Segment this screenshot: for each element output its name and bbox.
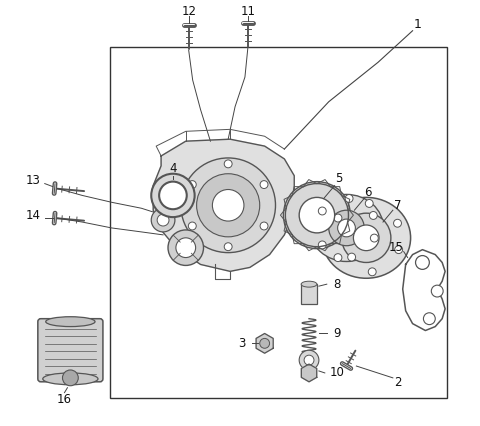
Circle shape	[371, 234, 378, 242]
Circle shape	[368, 268, 376, 276]
Text: 16: 16	[57, 393, 72, 406]
Circle shape	[318, 207, 326, 215]
Circle shape	[181, 158, 276, 253]
Circle shape	[168, 230, 204, 265]
Text: 13: 13	[25, 174, 40, 187]
Circle shape	[353, 225, 379, 250]
Text: 7: 7	[394, 199, 402, 212]
Circle shape	[432, 285, 443, 297]
Ellipse shape	[46, 317, 95, 327]
Circle shape	[345, 195, 353, 202]
Text: 1: 1	[414, 18, 421, 32]
Circle shape	[423, 313, 435, 325]
Text: 2: 2	[394, 376, 402, 389]
Circle shape	[260, 338, 270, 348]
Circle shape	[348, 253, 356, 261]
Circle shape	[394, 219, 401, 227]
Polygon shape	[256, 334, 273, 353]
Circle shape	[151, 174, 194, 217]
Circle shape	[151, 208, 175, 232]
Circle shape	[334, 214, 342, 222]
Circle shape	[416, 256, 429, 269]
Circle shape	[334, 253, 342, 262]
Text: 12: 12	[181, 5, 196, 17]
Circle shape	[304, 355, 314, 365]
Circle shape	[62, 370, 78, 386]
Text: 5: 5	[335, 172, 342, 185]
Text: 14: 14	[25, 209, 40, 222]
Circle shape	[188, 222, 196, 230]
Circle shape	[224, 243, 232, 250]
Text: 9: 9	[333, 327, 340, 340]
Circle shape	[212, 190, 244, 221]
Ellipse shape	[310, 194, 384, 262]
Circle shape	[159, 181, 187, 209]
Circle shape	[395, 246, 403, 253]
Circle shape	[176, 238, 196, 258]
Circle shape	[197, 174, 260, 237]
Circle shape	[318, 241, 326, 249]
Circle shape	[224, 160, 232, 168]
Ellipse shape	[43, 373, 98, 385]
Text: 10: 10	[329, 366, 344, 380]
Circle shape	[260, 222, 268, 230]
Text: 3: 3	[238, 337, 246, 350]
Circle shape	[342, 213, 391, 262]
Ellipse shape	[322, 197, 410, 278]
Text: 11: 11	[240, 5, 255, 17]
Circle shape	[299, 350, 319, 370]
FancyBboxPatch shape	[38, 319, 103, 382]
Text: 8: 8	[333, 278, 340, 291]
Circle shape	[365, 199, 373, 207]
Circle shape	[299, 197, 335, 233]
Ellipse shape	[301, 281, 317, 287]
Circle shape	[329, 210, 364, 246]
Circle shape	[188, 181, 196, 189]
Circle shape	[337, 219, 355, 237]
Text: 6: 6	[364, 186, 372, 199]
Circle shape	[283, 181, 350, 249]
Circle shape	[157, 214, 169, 226]
Polygon shape	[301, 364, 317, 382]
Bar	[110, 47, 447, 397]
Polygon shape	[153, 139, 294, 271]
Circle shape	[260, 181, 268, 189]
Text: 15: 15	[388, 241, 403, 254]
Text: 4: 4	[169, 162, 177, 175]
Circle shape	[370, 212, 377, 219]
Bar	[301, 284, 317, 304]
